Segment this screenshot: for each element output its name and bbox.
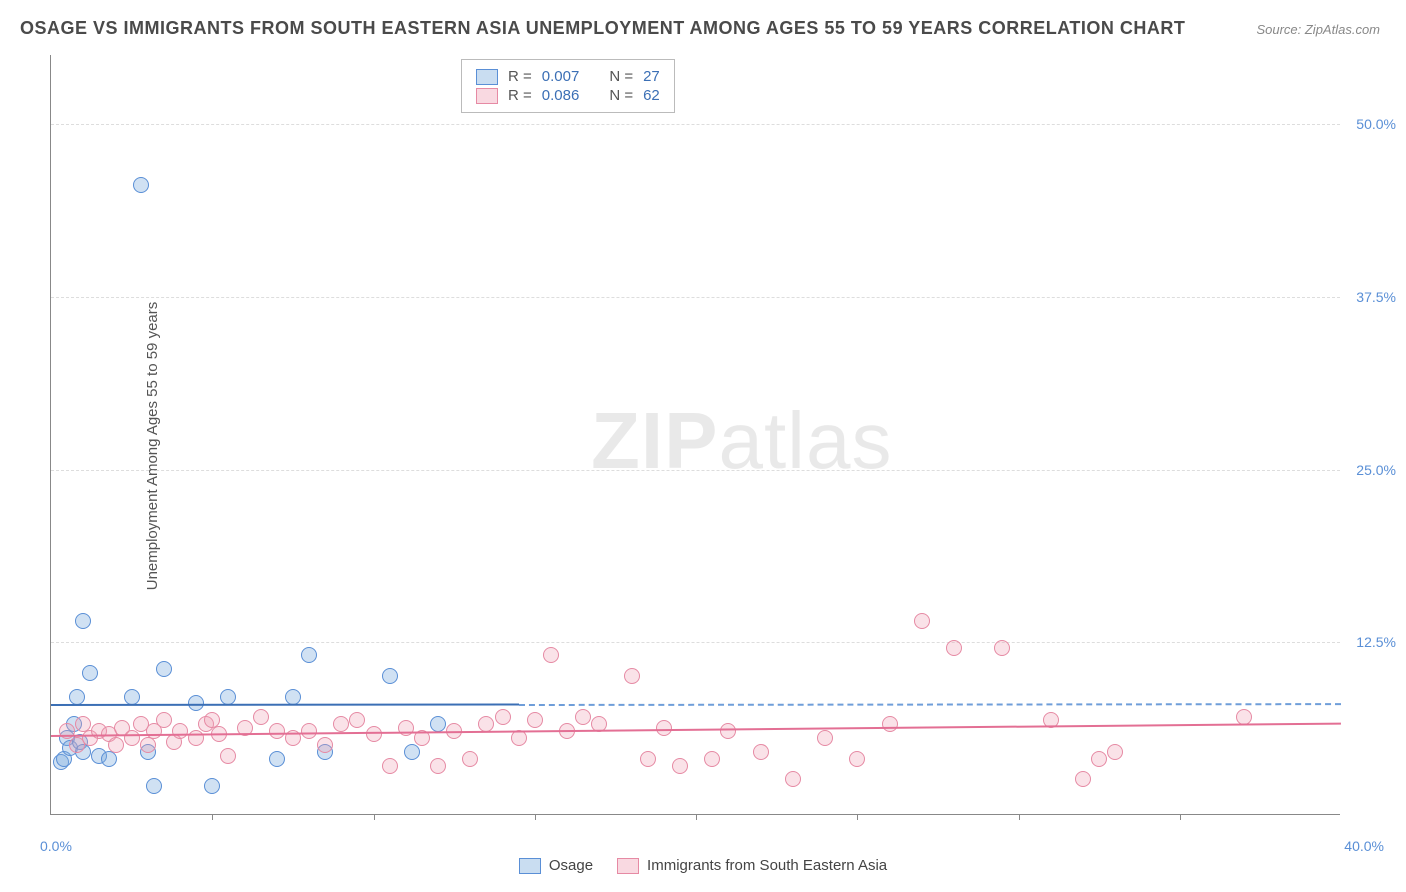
data-point bbox=[108, 737, 124, 753]
data-point bbox=[527, 712, 543, 728]
data-point bbox=[495, 709, 511, 725]
y-tick-label: 12.5% bbox=[1356, 634, 1396, 650]
y-tick-label: 37.5% bbox=[1356, 289, 1396, 305]
data-point bbox=[398, 720, 414, 736]
data-point bbox=[382, 758, 398, 774]
data-point bbox=[69, 689, 85, 705]
data-point bbox=[204, 778, 220, 794]
data-point bbox=[849, 751, 865, 767]
data-point bbox=[1107, 744, 1123, 760]
data-point bbox=[672, 758, 688, 774]
gridline bbox=[51, 642, 1340, 643]
data-point bbox=[146, 778, 162, 794]
data-point bbox=[753, 744, 769, 760]
data-point bbox=[133, 177, 149, 193]
data-point bbox=[1091, 751, 1107, 767]
x-tick-mark bbox=[212, 814, 213, 820]
data-point bbox=[575, 709, 591, 725]
data-point bbox=[946, 640, 962, 656]
correlation-legend: R = 0.007 N = 27 R = 0.086 N = 62 bbox=[461, 59, 675, 113]
data-point bbox=[285, 689, 301, 705]
legend-row: R = 0.086 N = 62 bbox=[476, 87, 660, 104]
data-point bbox=[82, 665, 98, 681]
data-point bbox=[785, 771, 801, 787]
data-point bbox=[430, 758, 446, 774]
data-point bbox=[172, 723, 188, 739]
series-legend: Osage Immigrants from South Eastern Asia bbox=[0, 857, 1406, 874]
data-point bbox=[720, 723, 736, 739]
r-label: R = bbox=[508, 68, 532, 85]
data-point bbox=[301, 723, 317, 739]
y-tick-label: 25.0% bbox=[1356, 462, 1396, 478]
r-value: 0.086 bbox=[542, 87, 580, 104]
legend-swatch bbox=[617, 858, 639, 874]
x-tick-mark bbox=[535, 814, 536, 820]
x-tick-mark bbox=[374, 814, 375, 820]
n-label: N = bbox=[609, 68, 633, 85]
data-point bbox=[333, 716, 349, 732]
data-point bbox=[269, 723, 285, 739]
legend-swatch bbox=[476, 88, 498, 104]
gridline bbox=[51, 124, 1340, 125]
legend-item: Immigrants from South Eastern Asia bbox=[617, 857, 887, 874]
data-point bbox=[882, 716, 898, 732]
x-tick-mark bbox=[1019, 814, 1020, 820]
data-point bbox=[124, 689, 140, 705]
source-attribution: Source: ZipAtlas.com bbox=[1256, 22, 1380, 37]
trend-line bbox=[51, 704, 519, 707]
legend-swatch bbox=[476, 69, 498, 85]
x-tick-mark bbox=[696, 814, 697, 820]
data-point bbox=[156, 712, 172, 728]
data-point bbox=[914, 613, 930, 629]
data-point bbox=[317, 737, 333, 753]
legend-label: Immigrants from South Eastern Asia bbox=[647, 857, 887, 874]
data-point bbox=[404, 744, 420, 760]
data-point bbox=[382, 668, 398, 684]
data-point bbox=[124, 730, 140, 746]
data-point bbox=[430, 716, 446, 732]
y-tick-label: 50.0% bbox=[1356, 116, 1396, 132]
data-point bbox=[349, 712, 365, 728]
legend-item: Osage bbox=[519, 857, 593, 874]
data-point bbox=[253, 709, 269, 725]
data-point bbox=[188, 730, 204, 746]
data-point bbox=[75, 613, 91, 629]
n-value: 62 bbox=[643, 87, 660, 104]
legend-row: R = 0.007 N = 27 bbox=[476, 68, 660, 85]
data-point bbox=[817, 730, 833, 746]
data-point bbox=[140, 737, 156, 753]
data-point bbox=[462, 751, 478, 767]
data-point bbox=[269, 751, 285, 767]
chart-title: OSAGE VS IMMIGRANTS FROM SOUTH EASTERN A… bbox=[20, 18, 1185, 39]
data-point bbox=[220, 748, 236, 764]
r-label: R = bbox=[508, 87, 532, 104]
data-point bbox=[301, 647, 317, 663]
x-tick-mark bbox=[857, 814, 858, 820]
legend-swatch bbox=[519, 858, 541, 874]
watermark: ZIPatlas bbox=[591, 395, 892, 487]
data-point bbox=[624, 668, 640, 684]
n-value: 27 bbox=[643, 68, 660, 85]
n-label: N = bbox=[609, 87, 633, 104]
r-value: 0.007 bbox=[542, 68, 580, 85]
x-axis-max-label: 40.0% bbox=[1344, 838, 1384, 854]
data-point bbox=[543, 647, 559, 663]
x-axis-min-label: 0.0% bbox=[40, 838, 72, 854]
data-point bbox=[156, 661, 172, 677]
trend-line bbox=[519, 703, 1341, 706]
watermark-atlas: atlas bbox=[718, 396, 892, 485]
legend-label: Osage bbox=[549, 857, 593, 874]
watermark-zip: ZIP bbox=[591, 396, 718, 485]
x-tick-mark bbox=[1180, 814, 1181, 820]
data-point bbox=[1075, 771, 1091, 787]
scatter-plot: ZIPatlas R =0.007N =27R =0.086N =62 12.5… bbox=[50, 55, 1340, 815]
data-point bbox=[640, 751, 656, 767]
gridline bbox=[51, 470, 1340, 471]
data-point bbox=[704, 751, 720, 767]
data-point bbox=[101, 751, 117, 767]
gridline bbox=[51, 297, 1340, 298]
data-point bbox=[220, 689, 236, 705]
data-point bbox=[994, 640, 1010, 656]
